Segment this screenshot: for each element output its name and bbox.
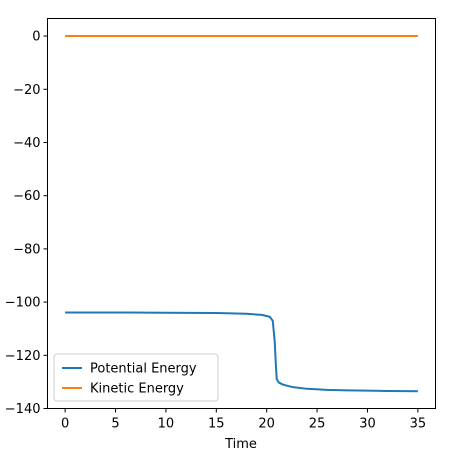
legend: Potential Energy Kinetic Energy (53, 353, 219, 402)
y-tick-label: −20 (13, 83, 40, 98)
x-tick-label: 35 (410, 417, 427, 432)
x-axis-label: Time (224, 437, 257, 452)
y-tick-label: −100 (5, 296, 41, 311)
series-line-potential-energy (65, 311, 418, 393)
x-axis-ticks: 0 5 10 15 20 25 30 35 (61, 408, 427, 432)
x-tick-label: 30 (359, 417, 376, 432)
y-tick-label: −80 (13, 242, 40, 257)
plot-frame (47, 18, 436, 409)
x-tick-label: 20 (258, 417, 275, 432)
x-tick-label: 25 (309, 417, 326, 432)
y-tick-label: −40 (13, 136, 40, 151)
legend-label-kinetic-energy: Kinetic Energy (90, 382, 184, 397)
y-axis-ticks: 0 −20 −40 −60 −80 −100 −120 −140 (5, 30, 48, 417)
y-tick-label: −140 (5, 402, 41, 417)
legend-label-potential-energy: Potential Energy (90, 362, 197, 377)
x-tick-label: 5 (111, 417, 119, 432)
x-tick-label: 10 (158, 417, 175, 432)
y-tick-label: 0 (32, 30, 40, 45)
x-tick-label: 0 (61, 417, 69, 432)
y-tick-label: −60 (13, 189, 40, 204)
series-layer (65, 35, 418, 393)
y-tick-label: −120 (5, 349, 41, 364)
x-tick-label: 15 (208, 417, 225, 432)
legend-box (53, 353, 219, 402)
